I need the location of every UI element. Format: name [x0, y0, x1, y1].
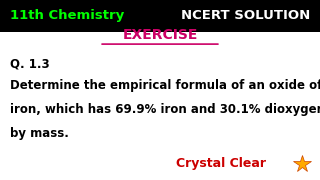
Text: iron, which has 69.9% iron and 30.1% dioxygen: iron, which has 69.9% iron and 30.1% dio…: [10, 103, 320, 116]
Text: EXERCISE: EXERCISE: [122, 28, 198, 42]
Text: 11th Chemistry: 11th Chemistry: [10, 9, 124, 22]
Text: by mass.: by mass.: [10, 127, 68, 140]
Bar: [0, 0, 320, 31]
Text: Crystal Clear: Crystal Clear: [176, 157, 266, 170]
Text: NCERT SOLUTION: NCERT SOLUTION: [181, 9, 310, 22]
Text: Q. 1.3: Q. 1.3: [10, 57, 49, 70]
Text: Determine the empirical formula of an oxide of: Determine the empirical formula of an ox…: [10, 79, 320, 92]
